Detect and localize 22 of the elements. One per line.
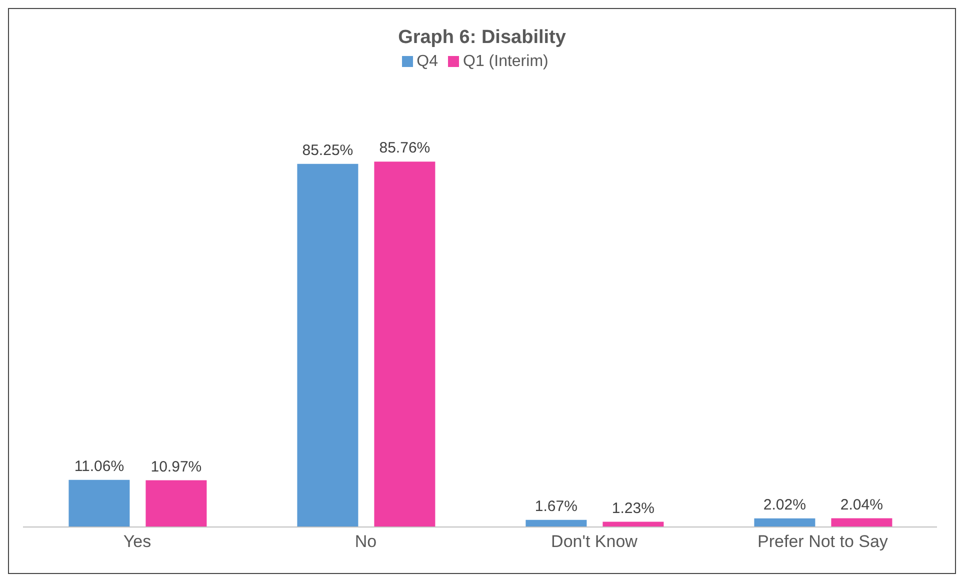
bar <box>526 520 587 527</box>
data-label: 2.04% <box>840 496 883 514</box>
x-tick-label: No <box>354 532 377 552</box>
chart-title: Graph 6: Disability <box>397 27 567 49</box>
x-tick-label: Yes <box>123 532 152 552</box>
bar <box>754 518 816 527</box>
legend-label: Q1 (Interim) <box>463 53 548 70</box>
bar <box>297 164 358 527</box>
data-label: 10.97% <box>150 458 202 476</box>
data-label: 2.02% <box>763 496 806 514</box>
bar <box>68 480 130 527</box>
data-label: 1.67% <box>534 498 578 515</box>
legend-label: Q4 <box>416 53 438 70</box>
x-tick-label: Prefer Not to Say <box>758 532 888 552</box>
data-label: 85.25% <box>302 142 354 159</box>
bar <box>374 162 436 527</box>
data-label: 11.06% <box>74 458 124 475</box>
data-label: 85.76% <box>379 140 430 157</box>
data-label: 1.23% <box>612 500 654 517</box>
x-tick-label: Don't Know <box>551 532 638 552</box>
bar <box>146 480 207 527</box>
bar <box>831 518 892 527</box>
